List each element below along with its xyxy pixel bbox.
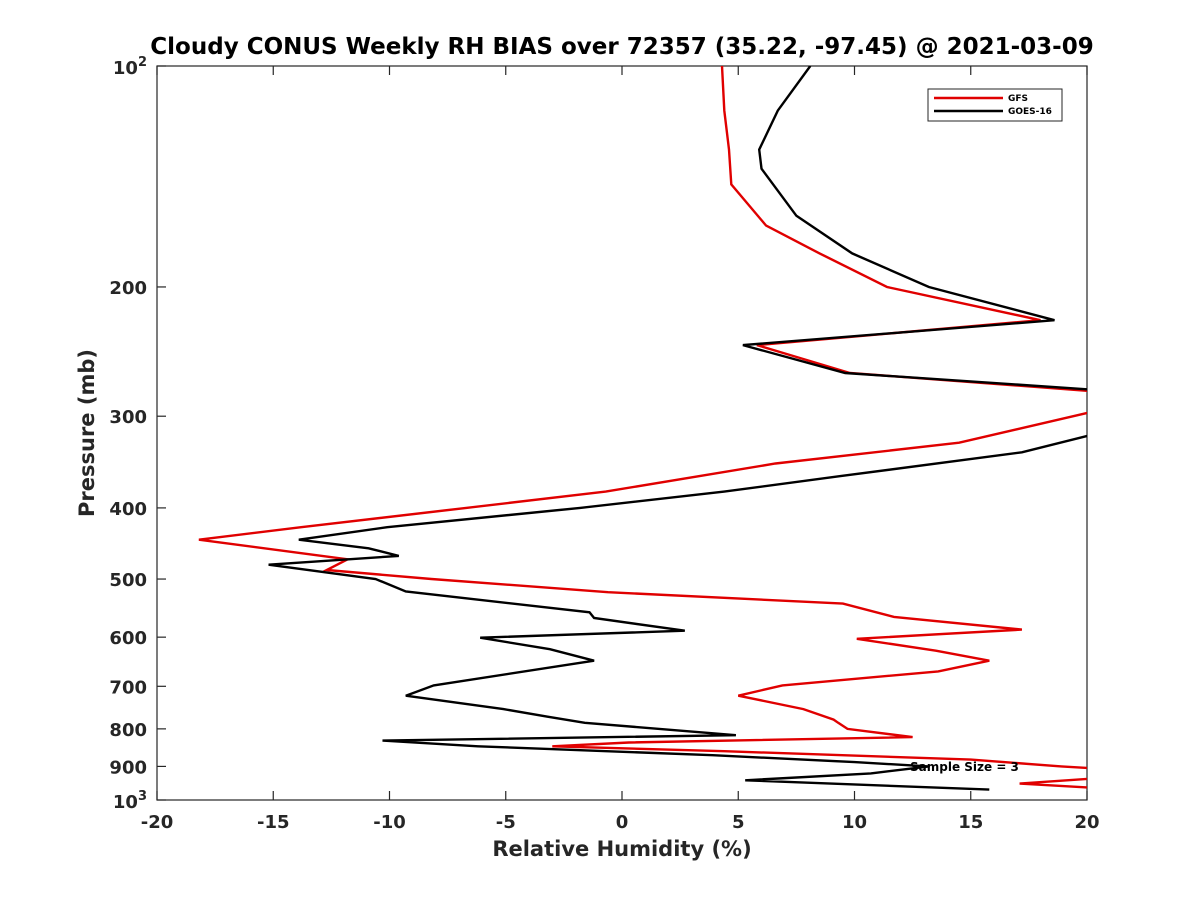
legend-box xyxy=(927,88,1063,122)
legend: GFS GOES-16 xyxy=(927,88,1063,122)
x-tick-label: 20 xyxy=(1074,812,1099,833)
y-tick-label: 600 xyxy=(109,628,147,649)
sample-size-annotation: Sample Size = 3 xyxy=(910,760,1019,774)
plot-lines xyxy=(198,66,1087,791)
y-axis-ticks: 200 300 400 500 600 700 800 900 102 103 xyxy=(109,55,166,813)
plot-area xyxy=(156,65,1088,801)
x-tick-label: 15 xyxy=(958,812,983,833)
chart-title: Cloudy CONUS Weekly RH BIAS over 72357 (… xyxy=(150,34,1093,60)
y-tick-label: 800 xyxy=(109,720,147,741)
x-axis-ticks: -20 -15 -10 -5 0 5 10 15 20 xyxy=(141,66,1100,833)
y-tick-label: 900 xyxy=(109,757,147,778)
y-tick-label-exp: 103 xyxy=(113,789,147,813)
x-tick-label: 0 xyxy=(616,812,629,833)
legend-label-goes16: GOES-16 xyxy=(1008,107,1052,117)
y-axis-label: Pressure (mb) xyxy=(75,349,99,517)
legend-label-gfs: GFS xyxy=(1008,94,1028,104)
x-axis-label: Relative Humidity (%) xyxy=(492,837,751,861)
series-line-goes-16 xyxy=(268,66,1087,791)
x-tick-label: -10 xyxy=(373,812,406,833)
y-tick-label: 400 xyxy=(109,499,147,520)
y-tick-label: 200 xyxy=(109,278,147,299)
series-line-gfs xyxy=(198,66,1087,789)
x-tick-label: -20 xyxy=(141,812,174,833)
y-tick-label-exp: 102 xyxy=(113,55,147,79)
y-tick-label: 500 xyxy=(109,570,147,591)
x-tick-label: 5 xyxy=(732,812,745,833)
y-tick-label: 300 xyxy=(109,407,147,428)
x-tick-label: -15 xyxy=(257,812,290,833)
x-tick-label: 10 xyxy=(842,812,867,833)
x-tick-label: -5 xyxy=(496,812,516,833)
y-tick-label: 700 xyxy=(109,677,147,698)
